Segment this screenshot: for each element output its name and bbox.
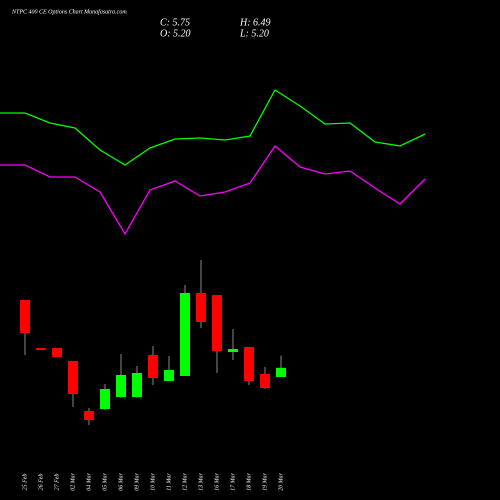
readout-low: L: 5.20 <box>239 28 269 39</box>
candle-body <box>20 300 30 333</box>
candle-body <box>52 348 62 357</box>
x-tick-label: 25 Feb <box>22 474 28 491</box>
x-tick-label: 04 Mar <box>85 472 92 490</box>
x-tick-label: 09 Mar <box>134 472 140 490</box>
candle-body <box>164 370 174 381</box>
candle-body <box>244 347 254 381</box>
candle-body <box>116 375 126 397</box>
readout-open: O: 5.20 <box>160 28 191 39</box>
x-tick-label: 18 Mar <box>246 472 252 490</box>
candle-body <box>212 295 222 351</box>
candle-body <box>196 293 206 322</box>
x-tick-label: 16 Mar <box>214 472 220 490</box>
x-tick-label: 10 Mar <box>150 472 156 490</box>
x-tick-label: 19 Mar <box>262 472 268 490</box>
candle-body <box>68 361 78 394</box>
x-tick-label: 11 Mar <box>166 473 172 491</box>
x-tick-label: 26 Feb <box>38 474 44 491</box>
readout-high: H: 6.49 <box>239 17 271 28</box>
x-tick-label: 17 Mar <box>230 472 236 490</box>
x-tick-label: 02 Mar <box>70 472 76 490</box>
candle-body <box>84 411 94 420</box>
indicator-line <box>0 89 426 166</box>
x-tick-label: 13 Mar <box>198 472 204 490</box>
chart-title: NTPC 400 CE Options Chart Munafasutra.co… <box>11 8 127 15</box>
x-tick-label: 05 Mar <box>102 472 108 490</box>
readout-close: C: 5.75 <box>160 17 190 28</box>
x-tick-label: 06 Mar <box>118 472 124 490</box>
x-tick-label: 12 Mar <box>182 472 188 490</box>
candle-body <box>180 293 190 376</box>
candle-body <box>228 349 238 352</box>
candle-body <box>132 373 142 397</box>
x-tick-label: 20 Mar <box>278 472 284 490</box>
candle-body <box>276 367 286 377</box>
indicator-line <box>0 145 426 236</box>
candle-body <box>148 355 158 378</box>
candle-body <box>36 348 46 350</box>
candle-body <box>260 374 270 388</box>
x-tick-label: 27 Feb <box>54 474 60 491</box>
candle-body <box>100 389 110 409</box>
